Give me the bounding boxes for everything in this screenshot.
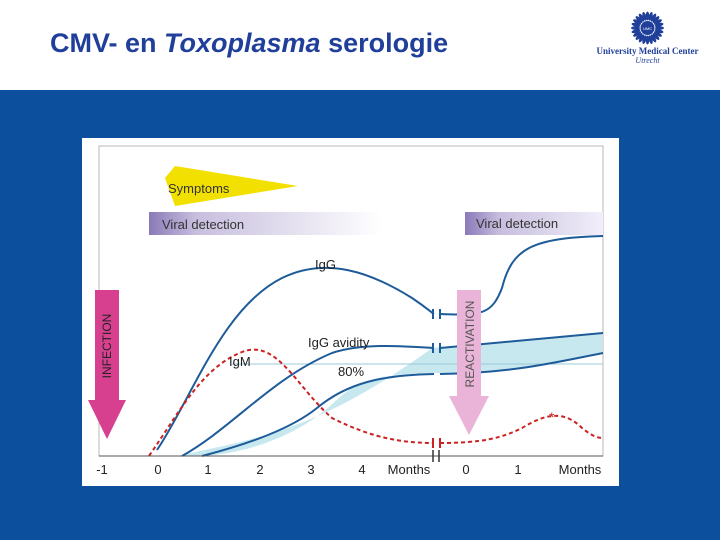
logo-petal <box>633 31 642 37</box>
x-tick-label: 1 <box>204 462 211 477</box>
logo-line-1: University Medical Center <box>596 46 699 56</box>
serology-figure: Symptoms Viral detection Viral detection <box>82 138 619 486</box>
avidity-80-label: 80% <box>338 364 364 379</box>
logo-petal <box>652 33 660 40</box>
x-tick-label: 0 <box>154 462 161 477</box>
viral-detection-bar-1 <box>149 212 382 235</box>
x-axis-break <box>432 450 440 462</box>
logo-petal <box>650 34 657 43</box>
logo-petal <box>645 11 650 21</box>
igg-avidity-label: IgG avidity <box>308 335 370 350</box>
igg-avidity-curve <box>181 344 435 457</box>
x-tick-label: 3 <box>307 462 314 477</box>
igm-curve <box>148 348 435 457</box>
title-suffix: serologie <box>320 28 449 58</box>
logo-petal <box>654 22 664 27</box>
igm-label: IgM <box>229 354 251 369</box>
logo-petal <box>653 19 662 25</box>
x-axis-unit-1: Months <box>388 462 431 477</box>
x-axis-unit-2: Months <box>559 462 602 477</box>
logo-petal <box>631 29 641 34</box>
reactivation-arrow <box>449 290 489 435</box>
symptoms-arrow <box>165 166 298 206</box>
x-tick-label: 0 <box>462 462 469 477</box>
infection-arrow <box>88 290 126 439</box>
avidity-lower-curve <box>201 373 435 457</box>
igm-reactivation-asterisk: * <box>549 409 555 425</box>
logo-petal <box>638 13 645 22</box>
logo-petal <box>645 35 650 45</box>
slide-header: CMV- en Toxoplasma serologie UMC Univers… <box>0 0 720 90</box>
logo-petal <box>652 16 660 23</box>
x-tick-label: 1 <box>514 462 521 477</box>
logo-petal <box>635 16 643 23</box>
svg-text:UMC: UMC <box>643 26 652 31</box>
logo-petal <box>653 31 662 37</box>
logo-petal <box>648 35 653 44</box>
logo-petal <box>650 13 657 22</box>
serology-diagram: Symptoms Viral detection Viral detection <box>88 145 604 477</box>
logo-line-2: Utrecht <box>635 56 660 65</box>
viral-detection-bar-2 <box>465 212 603 235</box>
viral-detection-label-1: Viral detection <box>162 217 244 232</box>
symptoms-label: Symptoms <box>168 181 230 196</box>
igg-curve <box>156 266 435 451</box>
x-tick-label: -1 <box>96 462 108 477</box>
slide-title: CMV- en Toxoplasma serologie <box>50 28 448 59</box>
infection-label: INFECTION <box>100 314 114 379</box>
axis-break-markers <box>432 309 441 353</box>
title-prefix: CMV- en <box>50 28 165 58</box>
sun-flower-emblem-icon: UMC <box>631 11 664 45</box>
logo-petal <box>631 26 640 30</box>
reactivation-label: REACTIVATION <box>463 301 477 388</box>
umc-utrecht-logo: UMC University Medical Center Utrecht <box>590 10 705 70</box>
viral-detection-label-2: Viral detection <box>476 216 558 231</box>
x-tick-label: 2 <box>256 462 263 477</box>
logo-petal <box>638 34 645 43</box>
logo-petal <box>633 19 642 25</box>
logo-petal <box>655 26 664 30</box>
logo-petal <box>642 12 647 21</box>
igm-curve-after-break <box>439 414 604 444</box>
logo-petal <box>635 33 643 40</box>
title-italic: Toxoplasma <box>164 28 321 58</box>
x-tick-label: 4 <box>358 462 365 477</box>
igg-label: IgG <box>315 257 336 272</box>
